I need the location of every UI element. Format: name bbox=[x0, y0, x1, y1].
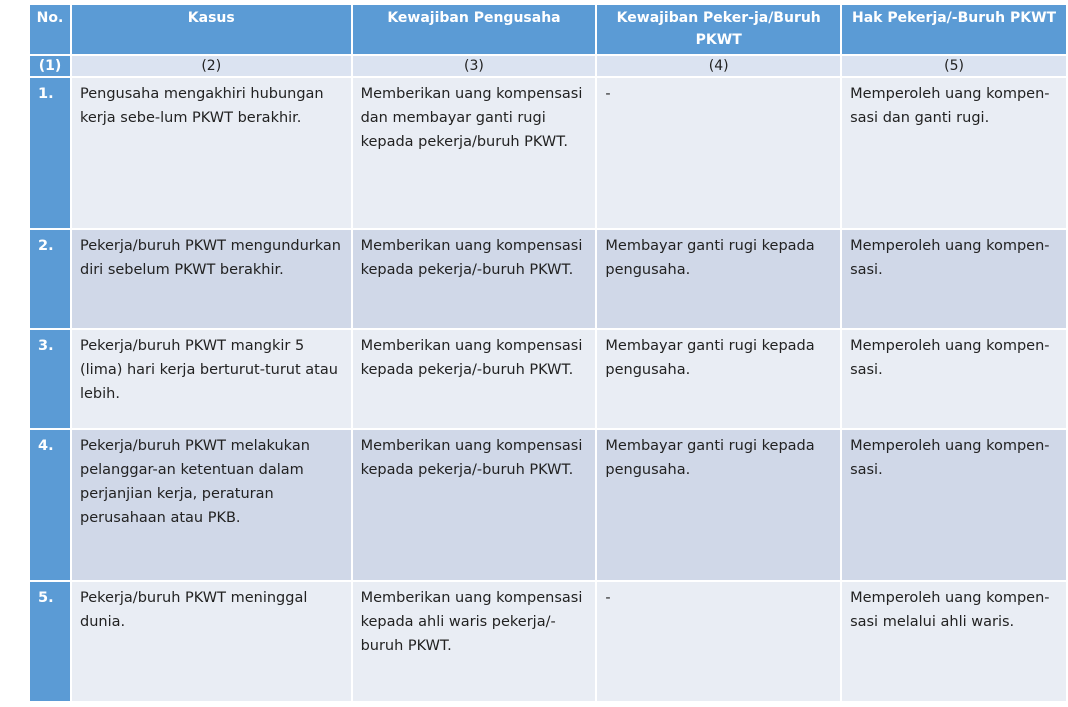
cell: Memperoleh uang kompen-sasi. bbox=[842, 230, 1066, 328]
cell: Membayar ganti rugi kepada pengusaha. bbox=[597, 430, 841, 580]
cell: Kewajiban Peker-ja/Buruh PKWT bbox=[597, 5, 841, 54]
number-cell: 5. bbox=[30, 582, 70, 701]
number-cell: (1) bbox=[30, 56, 70, 76]
number-cell: No. bbox=[30, 5, 70, 54]
cell: (3) bbox=[352, 56, 596, 76]
header-row: No. Kasus Kewajiban Pengusaha Kewajiban Pek… bbox=[30, 5, 1066, 54]
table: No. Kasus Kewajiban Pengusaha Kewajiban Pek… bbox=[28, 3, 1068, 703]
number-cell: 3. bbox=[30, 330, 70, 428]
number-cell: 2. bbox=[30, 230, 70, 328]
data-row: 5. Pekerja/buruh PKWT meninggal dunia. Mem… bbox=[30, 582, 1066, 701]
cell: Memberikan uang kompensasi kepada pekerj… bbox=[352, 230, 596, 328]
cell: Memperoleh uang kompen-sasi. bbox=[842, 330, 1066, 428]
cell: Memperoleh uang kompen-sasi dan ganti ru… bbox=[842, 78, 1066, 228]
cell: Membayar ganti rugi kepada pengusaha. bbox=[597, 330, 841, 428]
cell: Memperoleh uang kompen-sasi melalui ahli… bbox=[842, 582, 1066, 701]
cell: Memberikan uang kompensasi kepada ahli w… bbox=[352, 582, 596, 701]
cell: - bbox=[597, 78, 841, 228]
cell: (2) bbox=[71, 56, 351, 76]
cell: - bbox=[597, 582, 841, 701]
data-row: 4. Pekerja/buruh PKWT melakukan pelanggar… bbox=[30, 430, 1066, 580]
data-row: 2. Pekerja/buruh PKWT mengundurkan diri s… bbox=[30, 230, 1066, 328]
numbering-row: (1) (2) (3) (4) (5) bbox=[30, 56, 1066, 76]
number-cell: 4. bbox=[30, 430, 70, 580]
cell: Pekerja/buruh PKWT meninggal dunia. bbox=[71, 582, 351, 701]
cell: Kewajiban Pengusaha bbox=[352, 5, 596, 54]
cell: Hak Pekerja/-Buruh PKWT bbox=[842, 5, 1066, 54]
cell: (4) bbox=[597, 56, 841, 76]
data-row: 1. Pengusaha mengakhiri hubungan kerja se… bbox=[30, 78, 1066, 228]
number-cell: 1. bbox=[30, 78, 70, 228]
cell: Pengusaha mengakhiri hubungan kerja sebe… bbox=[71, 78, 351, 228]
data-row: 3. Pekerja/buruh PKWT mangkir 5 (lima) ha… bbox=[30, 330, 1066, 428]
cell: Kasus bbox=[71, 5, 351, 54]
cell: Membayar ganti rugi kepada pengusaha. bbox=[597, 230, 841, 328]
cell: Pekerja/buruh PKWT melakukan pelanggar-a… bbox=[71, 430, 351, 580]
cell: Memberikan uang kompensasi dan membayar … bbox=[352, 78, 596, 228]
cell: Memberikan uang kompensasi kepada pekerj… bbox=[352, 330, 596, 428]
cell: Memberikan uang kompensasi kepada pekerj… bbox=[352, 430, 596, 580]
cell: Pekerja/buruh PKWT mangkir 5 (lima) hari… bbox=[71, 330, 351, 428]
cell: (5) bbox=[842, 56, 1066, 76]
cell: Pekerja/buruh PKWT mengundurkan diri seb… bbox=[71, 230, 351, 328]
cell: Memperoleh uang kompen-sasi. bbox=[842, 430, 1066, 580]
